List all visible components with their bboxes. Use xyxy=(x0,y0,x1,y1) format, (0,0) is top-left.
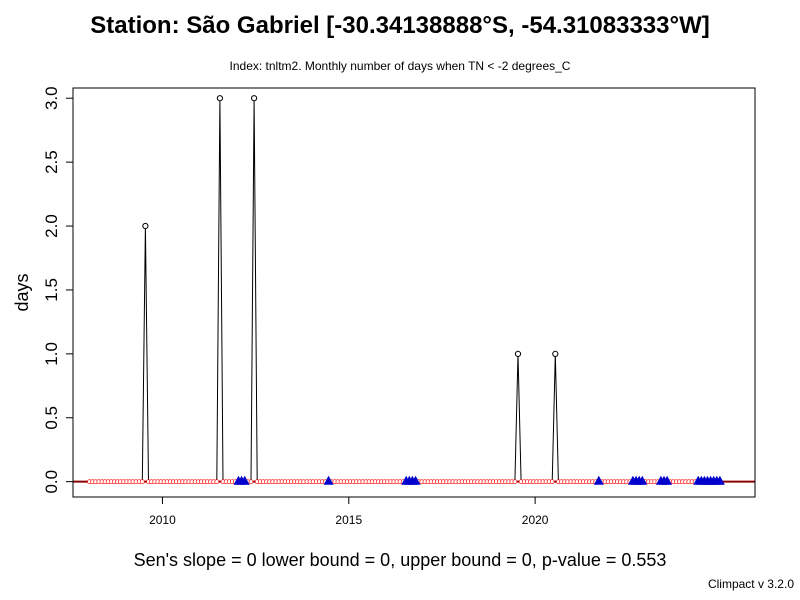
y-tick-label: 0.5 xyxy=(42,406,61,430)
chart-subtitle: Index: tnltm2. Monthly number of days wh… xyxy=(229,59,571,73)
series-line xyxy=(247,98,326,483)
zero-point xyxy=(248,479,254,485)
y-tick-label: 0.0 xyxy=(42,470,61,494)
missing-marker xyxy=(410,475,421,485)
data-point xyxy=(514,350,522,357)
zero-point xyxy=(549,479,555,485)
chart-marks xyxy=(73,95,755,485)
data-point xyxy=(142,222,149,230)
missing-marker xyxy=(239,475,250,485)
data-point xyxy=(251,95,258,102)
plot-frame xyxy=(72,87,756,498)
missing-marker xyxy=(323,475,334,485)
missing-marker xyxy=(714,475,725,485)
y-tick-label: 1.5 xyxy=(42,278,61,302)
x-tick-label: 2010 xyxy=(149,513,176,527)
x-tick-label: 2020 xyxy=(522,513,549,527)
missing-marker xyxy=(662,475,673,485)
y-tick-label: 2.0 xyxy=(42,214,61,238)
y-tick-label: 3.0 xyxy=(42,86,61,110)
series-line xyxy=(418,353,596,483)
data-point xyxy=(216,95,223,102)
missing-marker xyxy=(637,475,648,485)
y-tick-label: 1.0 xyxy=(42,342,61,366)
data-point xyxy=(552,350,559,357)
software-version: Climpact v 3.2.0 xyxy=(707,577,794,591)
zero-point xyxy=(139,479,145,485)
zero-point xyxy=(214,479,220,485)
missing-marker xyxy=(593,475,604,485)
y-axis-label: days xyxy=(12,273,32,311)
y-tick-label: 2.5 xyxy=(42,150,61,174)
x-tick-label: 2015 xyxy=(335,513,362,527)
chart-axes: 2010 2015 2020 0.0 0.5 1.0 1.5 2.0 2.5 3.0 days xyxy=(12,86,549,527)
series-line xyxy=(89,98,236,483)
zero-point xyxy=(512,479,518,485)
chart-title: Station: São Gabriel [-30.34138888°S, -5… xyxy=(90,12,710,39)
trend-statistics: Sen's slope = 0 lower bound = 0, upper b… xyxy=(133,550,667,570)
